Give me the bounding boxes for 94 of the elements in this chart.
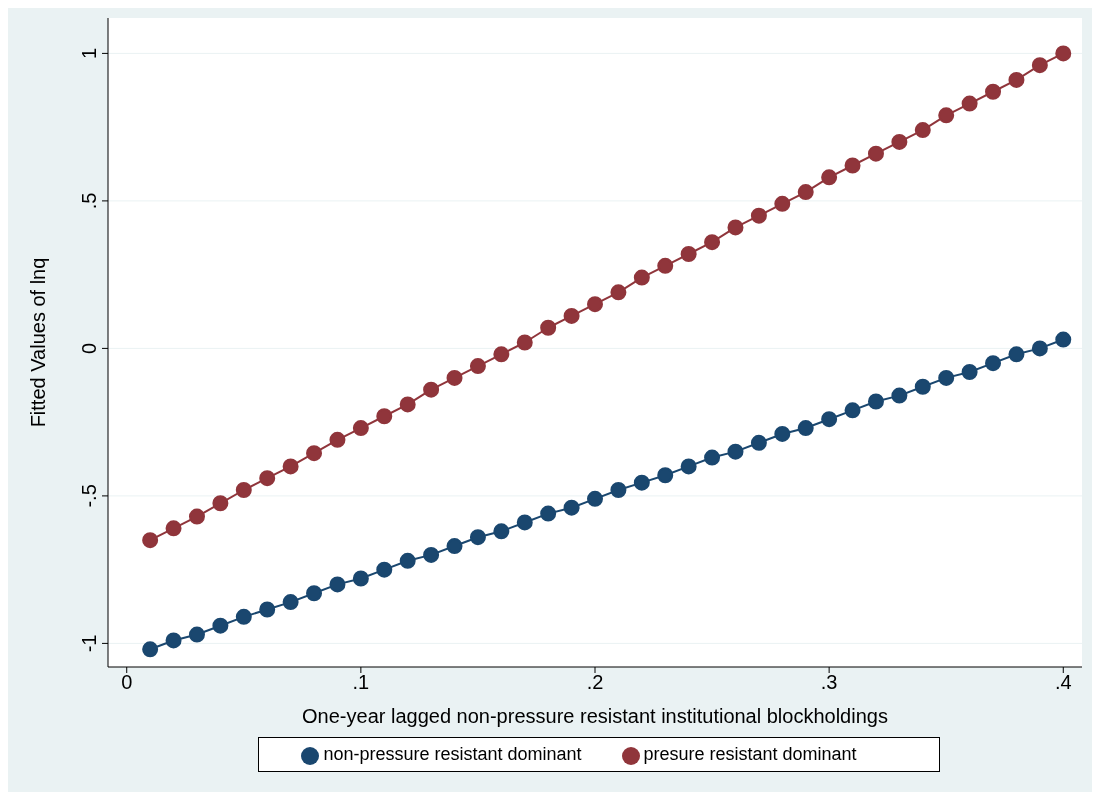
x-tick-label: .2 bbox=[586, 671, 604, 694]
point bbox=[914, 122, 931, 139]
point bbox=[914, 378, 931, 395]
point bbox=[142, 532, 159, 549]
point bbox=[212, 617, 229, 634]
legend-label: non-pressure resistant dominant bbox=[323, 744, 582, 764]
point bbox=[540, 319, 557, 336]
point bbox=[188, 508, 205, 525]
y-axis-title: Fitted Values of lnq bbox=[27, 257, 50, 428]
point bbox=[774, 195, 791, 212]
point bbox=[142, 641, 159, 658]
point bbox=[376, 561, 393, 578]
point bbox=[961, 95, 978, 112]
x-tick-label: .3 bbox=[820, 671, 838, 694]
point bbox=[306, 585, 323, 602]
point bbox=[797, 420, 814, 437]
point bbox=[235, 482, 252, 498]
point bbox=[165, 520, 182, 537]
point bbox=[680, 246, 697, 262]
x-axis-title: One-year lagged non-pressure resistant institutional blockholdings bbox=[302, 705, 888, 727]
point bbox=[563, 307, 580, 324]
point bbox=[259, 601, 276, 618]
y-tick-label: -1 bbox=[78, 634, 100, 653]
point bbox=[867, 145, 884, 162]
point bbox=[587, 296, 603, 313]
point bbox=[797, 184, 814, 201]
point bbox=[985, 83, 1002, 100]
point bbox=[235, 608, 252, 625]
point bbox=[867, 393, 884, 410]
point bbox=[540, 505, 557, 522]
point bbox=[352, 570, 369, 587]
point bbox=[352, 420, 369, 437]
point bbox=[282, 458, 299, 475]
point bbox=[844, 402, 861, 419]
point bbox=[188, 626, 205, 643]
point bbox=[750, 207, 767, 224]
point bbox=[891, 133, 908, 150]
point bbox=[423, 546, 440, 563]
point bbox=[446, 538, 463, 555]
point bbox=[423, 381, 440, 398]
point bbox=[985, 355, 1002, 372]
point bbox=[1008, 71, 1025, 88]
point bbox=[212, 495, 229, 512]
point bbox=[493, 346, 510, 363]
point bbox=[1031, 57, 1048, 74]
point bbox=[938, 369, 955, 386]
point bbox=[587, 490, 603, 507]
x-tick-label: .4 bbox=[1054, 671, 1072, 694]
point bbox=[282, 594, 299, 611]
legend-label: presure resistant dominant bbox=[643, 744, 857, 764]
point bbox=[610, 482, 627, 498]
point bbox=[891, 387, 908, 404]
point bbox=[493, 523, 510, 540]
y-tick-label: 0 bbox=[78, 342, 100, 354]
point bbox=[704, 449, 721, 466]
point bbox=[1055, 331, 1072, 348]
y-tick-label: -.5 bbox=[78, 484, 100, 508]
point bbox=[821, 411, 838, 428]
point bbox=[516, 334, 533, 351]
point bbox=[516, 514, 533, 531]
point bbox=[165, 632, 182, 649]
point bbox=[704, 234, 721, 251]
point bbox=[329, 431, 346, 448]
point bbox=[469, 358, 486, 375]
point bbox=[727, 219, 744, 236]
point bbox=[1031, 340, 1048, 357]
point bbox=[610, 284, 627, 301]
point bbox=[727, 443, 744, 460]
point bbox=[259, 470, 276, 487]
point bbox=[329, 576, 346, 593]
y-tick-label: .5 bbox=[78, 192, 100, 210]
point bbox=[376, 408, 393, 425]
point bbox=[680, 458, 697, 475]
point bbox=[657, 257, 674, 274]
point bbox=[657, 467, 674, 484]
point bbox=[774, 425, 791, 442]
point bbox=[844, 157, 861, 174]
point bbox=[633, 269, 650, 286]
x-tick-label: 0 bbox=[121, 671, 133, 694]
point bbox=[1055, 45, 1072, 62]
point bbox=[821, 169, 838, 186]
point bbox=[399, 396, 416, 413]
x-tick-label: .1 bbox=[352, 671, 370, 694]
point bbox=[563, 499, 580, 516]
point bbox=[399, 552, 416, 569]
point bbox=[750, 434, 767, 451]
y-tick-label: 1 bbox=[78, 47, 100, 59]
point bbox=[306, 445, 323, 462]
point bbox=[469, 529, 486, 546]
point bbox=[961, 364, 978, 380]
point bbox=[633, 474, 650, 491]
point bbox=[1008, 346, 1025, 363]
point bbox=[446, 369, 463, 386]
point bbox=[938, 107, 955, 124]
